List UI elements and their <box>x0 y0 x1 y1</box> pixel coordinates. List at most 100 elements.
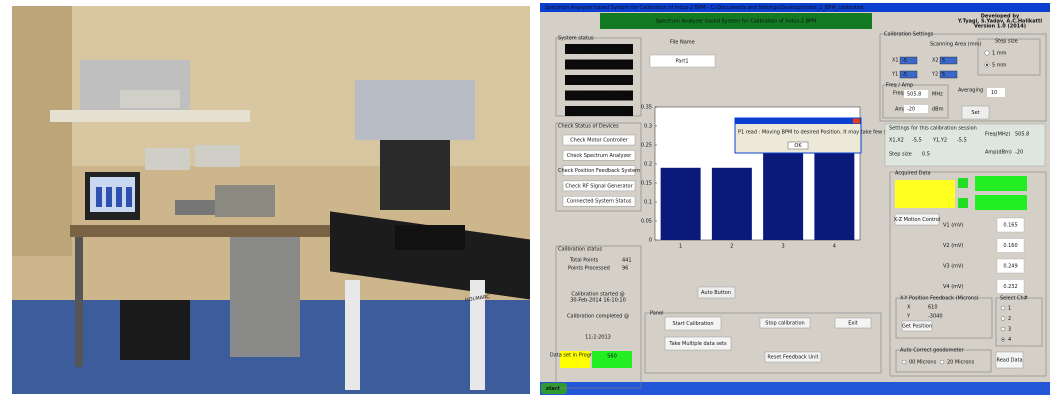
radio-selected <box>1002 338 1004 341</box>
label: 00 Microns <box>909 360 937 366</box>
radio-button[interactable] <box>984 50 990 56</box>
panel-button[interactable] <box>834 317 872 329</box>
check-button[interactable] <box>562 180 636 192</box>
radio-button[interactable] <box>1000 305 1006 311</box>
ok-button[interactable] <box>787 141 809 150</box>
label: Y <box>906 314 911 320</box>
label: -5 <box>902 72 907 78</box>
label: Freq <box>893 91 904 97</box>
panel-frame <box>555 245 642 389</box>
panel-button[interactable] <box>759 317 811 329</box>
session-box <box>884 123 1046 167</box>
close-button[interactable] <box>853 118 860 124</box>
value-box <box>996 279 1025 294</box>
bar <box>814 152 855 240</box>
button-text: OK <box>794 143 802 149</box>
radio-button[interactable] <box>1000 316 1006 321</box>
get-position-button[interactable] <box>901 320 933 332</box>
motion-button[interactable] <box>894 213 940 226</box>
label: X <box>907 305 911 311</box>
coordinate-input <box>899 56 918 65</box>
status-indicator <box>565 106 633 116</box>
button-text: Connected System Status <box>567 199 632 205</box>
button-text: Take Multiple data sets <box>668 341 727 347</box>
label: Y1,Y2 <box>932 138 947 144</box>
label: File Name <box>670 40 695 46</box>
label: 0.160 <box>1003 243 1017 249</box>
panel-frame <box>889 171 1047 377</box>
label: S60 <box>607 354 617 360</box>
label: Step size <box>889 152 912 158</box>
indicator-text: Position Feedback is OK <box>569 78 629 84</box>
y-tick-label: 0.15 <box>641 181 652 187</box>
input <box>904 90 928 98</box>
input <box>987 88 1005 97</box>
file-name-box <box>649 54 716 68</box>
panel-button[interactable] <box>664 336 732 351</box>
radio-button[interactable] <box>939 359 945 365</box>
check-button[interactable] <box>562 165 636 176</box>
label: MHz <box>932 92 943 98</box>
label: Amp(dBm) <box>985 150 1012 156</box>
button-text: Get Position <box>902 324 932 330</box>
check-button[interactable] <box>562 195 636 207</box>
label: Y1 <box>891 72 898 78</box>
panel-button[interactable] <box>664 316 722 331</box>
brand-text: HOLMARC <box>465 294 491 303</box>
panel-frame <box>895 349 992 373</box>
value-box <box>996 258 1025 274</box>
panel-frame <box>644 312 882 374</box>
label: 5 <box>942 58 945 64</box>
label: X1 <box>892 58 899 64</box>
label: dBm <box>932 107 944 113</box>
y-tick-label: 0 <box>649 238 652 244</box>
coordinate-input <box>939 70 958 79</box>
coordinate-input <box>939 56 958 65</box>
label: 0.232 <box>1003 284 1017 290</box>
label: Acquired Data <box>895 171 931 177</box>
label: 1 <box>1008 306 1011 312</box>
label: 610 <box>928 305 938 311</box>
set-button[interactable] <box>961 105 990 120</box>
read-button[interactable] <box>995 351 1024 369</box>
label: 505.8 <box>1015 132 1029 138</box>
panel-frame <box>977 38 1041 76</box>
y-tick-label: 0.3 <box>644 124 652 130</box>
button-text: Check RF Signal Generator <box>565 183 633 189</box>
button-text: Read Data <box>996 358 1022 364</box>
check-button[interactable] <box>562 134 636 146</box>
label: Step size <box>995 39 1018 45</box>
panel-frame <box>882 84 949 119</box>
status-indicator <box>565 90 633 101</box>
value-box <box>996 238 1025 253</box>
led <box>958 178 968 188</box>
label: 0.165 <box>1003 223 1017 229</box>
radio-button[interactable] <box>901 359 907 365</box>
label: 0.5 <box>922 152 930 158</box>
label: V2 (mV) <box>943 243 963 249</box>
label: 11:2:2013 <box>585 335 611 341</box>
panel-button[interactable] <box>764 351 822 363</box>
bar <box>711 167 752 240</box>
label: Auto Correct geodometer <box>900 348 965 354</box>
display <box>975 195 1027 210</box>
check-button[interactable] <box>562 150 636 161</box>
input <box>904 105 928 113</box>
coordinate-display <box>895 180 955 208</box>
label: 30-Feb-2014 16:10:10 <box>570 298 626 304</box>
button-text: Check Position Feedback System <box>558 168 640 174</box>
label: Calibration completed @ <box>567 314 629 320</box>
indicator-text: Multiplexer Unit is OK <box>572 109 627 115</box>
button-text: Start Calibration <box>672 321 713 327</box>
label: V3 (mV) <box>943 264 963 270</box>
label: 2 <box>1008 316 1011 322</box>
display <box>975 176 1027 191</box>
auto-button[interactable] <box>697 286 736 299</box>
panel-title: Check Status of Devices <box>558 124 619 130</box>
panel-frame <box>879 33 1047 122</box>
radio-button[interactable] <box>1000 326 1006 332</box>
indicator-text: Motor Controller is OK <box>571 47 627 53</box>
progress-value-box <box>592 351 632 368</box>
label: 96 <box>622 266 628 272</box>
